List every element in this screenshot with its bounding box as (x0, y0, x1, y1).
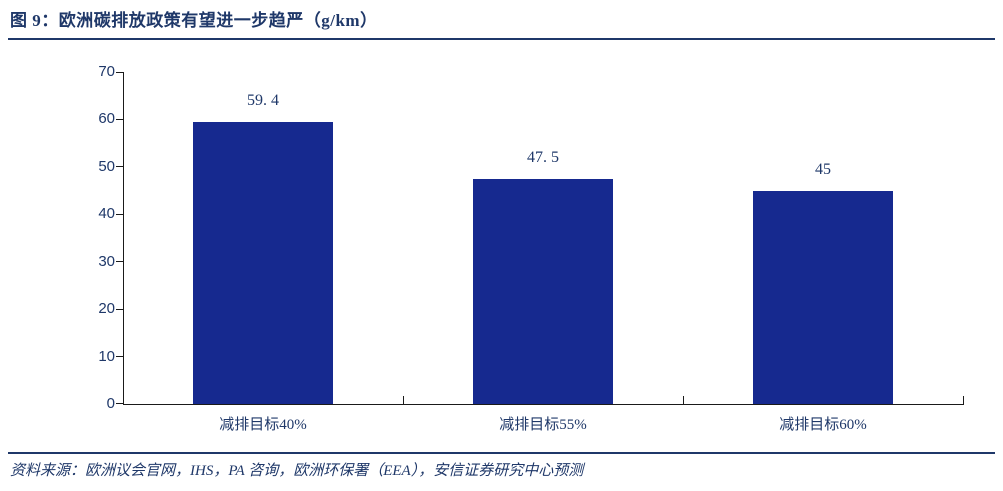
x-tick-mark (683, 396, 684, 404)
y-tick-label: 40 (98, 205, 115, 223)
bar-chart-plot-area (123, 72, 964, 405)
bar-value-label: 47. 5 (527, 149, 559, 166)
y-tick-mark (116, 403, 123, 404)
y-tick-label: 70 (98, 63, 115, 80)
x-category-label: 减排目标55% (499, 417, 587, 433)
y-tick-label: 30 (98, 252, 115, 270)
x-tick-mark (403, 396, 404, 404)
bar-value-label: 45 (815, 161, 831, 178)
bar (193, 122, 333, 404)
y-tick-mark (116, 261, 123, 263)
x-category-label: 减排目标60% (779, 417, 867, 433)
title-divider-line (8, 38, 995, 40)
y-tick-mark (116, 308, 123, 310)
bar (753, 191, 893, 404)
y-tick-label: 10 (98, 347, 115, 365)
x-tick-mark (963, 396, 964, 404)
bar-value-label: 59. 4 (247, 92, 279, 109)
bar (473, 179, 613, 404)
y-tick-mark (116, 71, 123, 73)
y-tick-mark (116, 356, 123, 358)
y-tick-mark (116, 213, 123, 215)
y-tick-mark (116, 166, 123, 168)
y-tick-label: 20 (98, 300, 115, 318)
y-tick-mark (116, 118, 123, 120)
y-tick-label: 60 (98, 110, 115, 128)
y-tick-label: 0 (106, 395, 115, 412)
x-category-label: 减排目标40% (219, 417, 307, 433)
source-note: 资料来源：欧洲议会官网，IHS，PA 咨询，欧洲环保署（EEA），安信证券研究中… (10, 463, 584, 479)
y-tick-label: 50 (98, 157, 115, 175)
chart-title: 图 9：欧洲碳排放政策有望进一步趋严（g/km） (10, 11, 378, 30)
footer-divider-line (8, 452, 995, 454)
